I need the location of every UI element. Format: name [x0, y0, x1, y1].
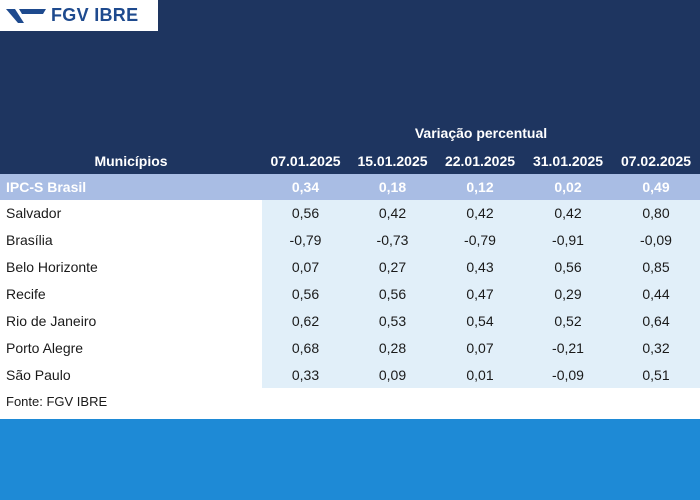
column-header: 15.01.2025: [357, 153, 428, 169]
table-cell: -0,79: [289, 232, 322, 248]
table-cell: 0,54: [466, 313, 494, 329]
table-row: Salvador 0,56 0,42 0,42 0,42 0,80: [0, 200, 700, 227]
table-cell: 0,42: [554, 205, 582, 221]
table-cell: 0,56: [291, 205, 320, 221]
table-cell: 0,34: [291, 179, 320, 195]
table-cell: 0,62: [291, 313, 320, 329]
source-note: Fonte: FGV IBRE: [6, 394, 108, 409]
row-label: Brasília: [6, 232, 53, 248]
table-cell: 0,09: [378, 367, 407, 383]
table-cell: 0,68: [291, 340, 320, 356]
column-header: 07.01.2025: [270, 153, 341, 169]
table-cell: 0,29: [554, 286, 582, 302]
table-cell: 0,56: [554, 259, 582, 275]
row-label: Porto Alegre: [6, 340, 84, 356]
logo-text: FGV IBRE: [51, 5, 139, 25]
row-label: Belo Horizonte: [6, 259, 98, 275]
row-label: IPC-S Brasil: [6, 179, 87, 195]
table-cell: 0,85: [642, 259, 670, 275]
table-cell: -0,21: [552, 340, 584, 356]
table-heading: Variação percentual Municípios 07.01.202…: [0, 125, 700, 174]
table-row: Brasília -0,79 -0,73 -0,79 -0,91 -0,09: [0, 227, 700, 254]
table-cell: -0,09: [552, 367, 584, 383]
table-cell: 0,33: [291, 367, 320, 383]
data-band: [262, 200, 700, 388]
table-cell: 0,02: [554, 179, 582, 195]
highlight-row: IPC-S Brasil 0,34 0,18 0,12 0,02 0,49: [0, 174, 700, 200]
table-cell: 0,28: [378, 340, 407, 356]
row-header: Municípios: [94, 153, 168, 169]
table-cell: 0,07: [291, 259, 320, 275]
table-cell: 0,56: [291, 286, 320, 302]
header-panel: FGV IBRE Variação percentual Municípios …: [0, 0, 700, 174]
table-row: Belo Horizonte 0,07 0,27 0,43 0,56 0,85: [0, 254, 700, 281]
row-label: São Paulo: [6, 367, 71, 383]
table-row: Recife 0,56 0,56 0,47 0,29 0,44: [0, 281, 700, 308]
table-cell: 0,01: [466, 367, 494, 383]
table-cell: 0,64: [642, 313, 670, 329]
table-cell: 0,32: [642, 340, 670, 356]
row-label: Salvador: [6, 205, 62, 221]
table-row: Rio de Janeiro 0,62 0,53 0,54 0,52 0,64: [0, 308, 700, 335]
table-cell: 0,51: [642, 367, 670, 383]
table-cell: 0,49: [642, 179, 670, 195]
table-cell: 0,18: [378, 179, 407, 195]
table-cell: 0,12: [466, 179, 494, 195]
logo: FGV IBRE: [0, 0, 158, 31]
row-label: Rio de Janeiro: [6, 313, 97, 329]
row-label: Recife: [6, 286, 46, 302]
column-header: 07.02.2025: [620, 153, 692, 169]
table-cell: -0,09: [640, 232, 672, 248]
table-cell: 0,47: [466, 286, 494, 302]
fgv-logo-icon: [6, 8, 46, 23]
table-cell: 0,44: [642, 286, 670, 302]
table-cell: 0,53: [378, 313, 407, 329]
table-cell: 0,56: [378, 286, 407, 302]
footer-band: [0, 419, 700, 500]
table-row: São Paulo 0,33 0,09 0,01 -0,09 0,51: [0, 362, 700, 389]
table-cell: 0,43: [466, 259, 494, 275]
column-header: 22.01.2025: [444, 153, 516, 169]
variation-title: Variação percentual: [414, 125, 548, 141]
table-cell: -0,73: [376, 232, 409, 248]
table-cell: -0,91: [552, 232, 584, 248]
column-header: 31.01.2025: [532, 153, 604, 169]
table-row: Porto Alegre 0,68 0,28 0,07 -0,21 0,32: [0, 335, 700, 362]
table-cell: 0,07: [466, 340, 494, 356]
table-cell: 0,42: [466, 205, 494, 221]
table-cell: 0,80: [642, 205, 670, 221]
table-cell: 0,42: [378, 205, 407, 221]
table-cell: -0,79: [464, 232, 496, 248]
table-cell: 0,27: [378, 259, 407, 275]
table-cell: 0,52: [554, 313, 582, 329]
